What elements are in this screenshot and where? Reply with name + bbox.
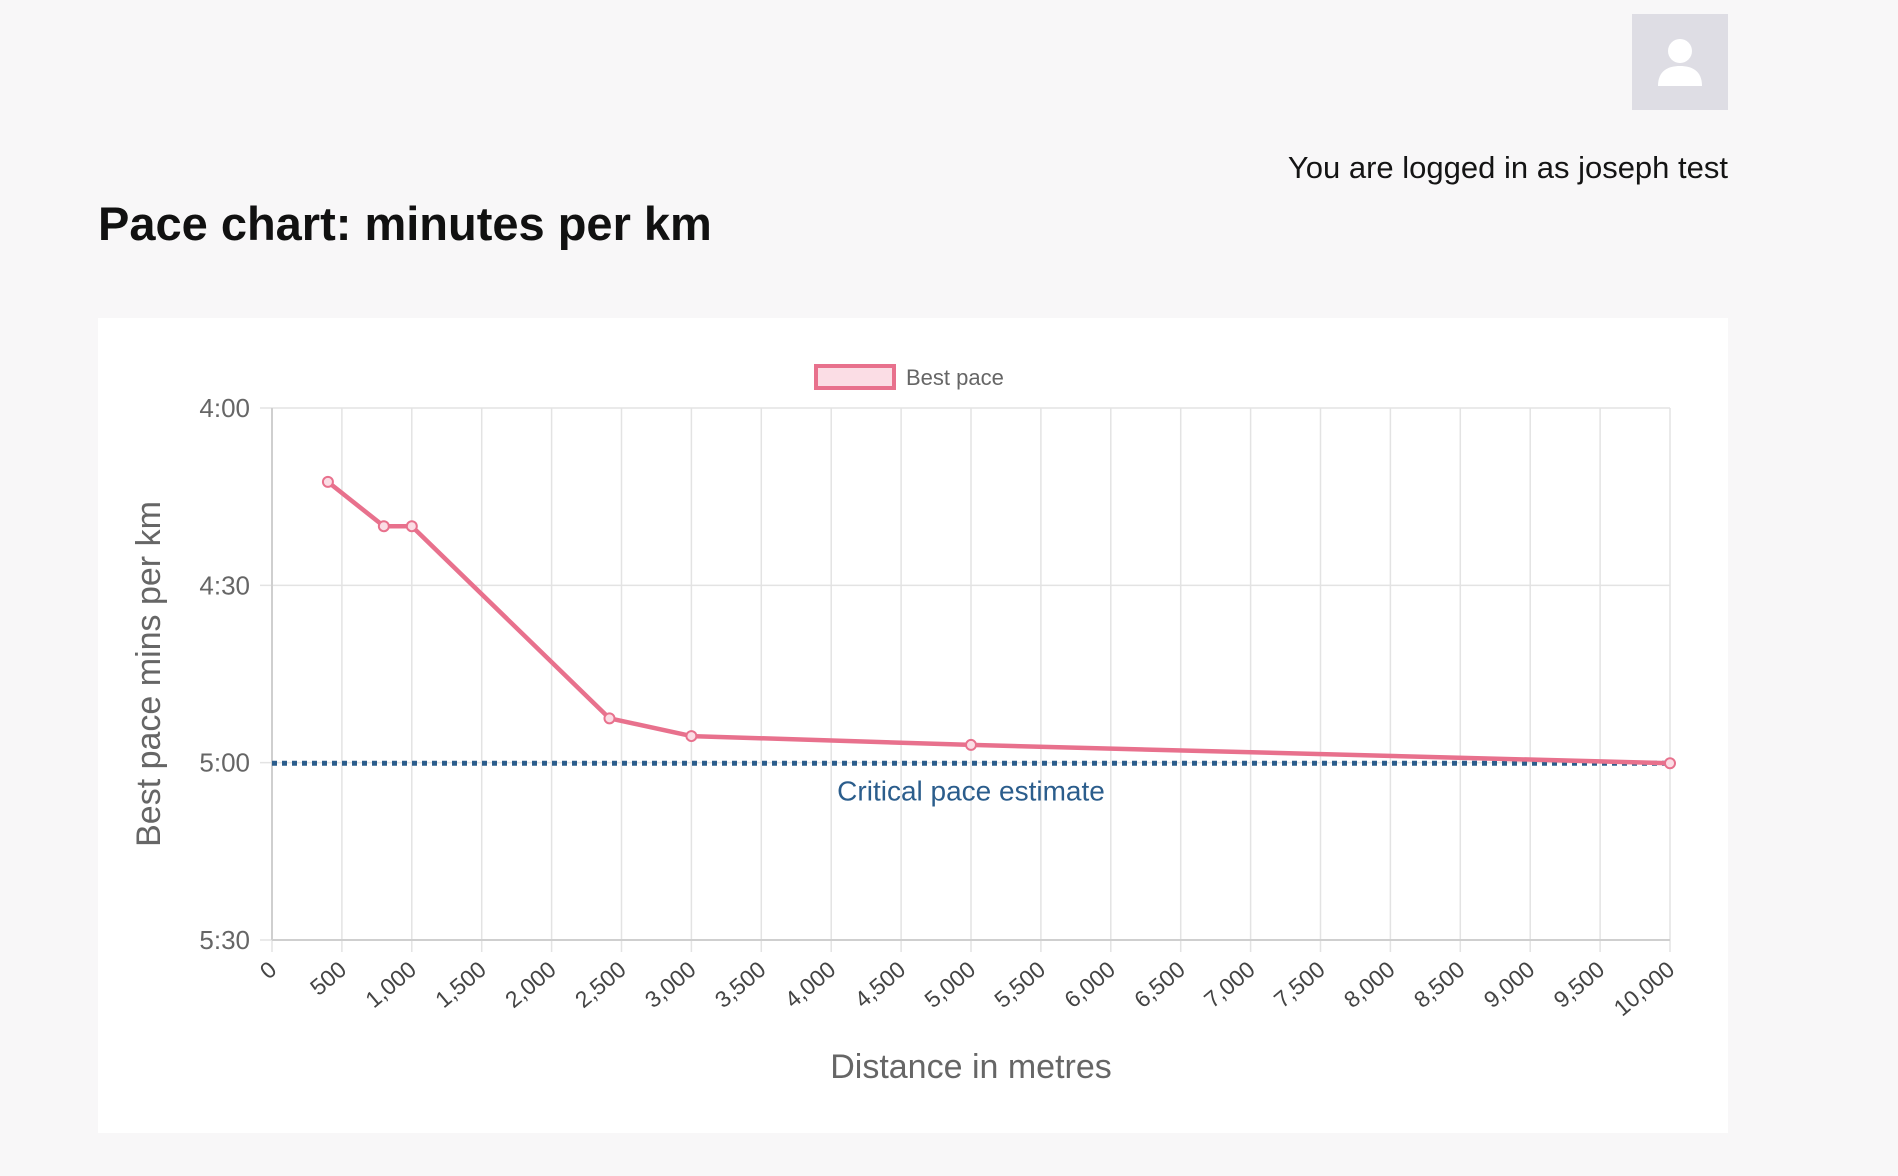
chart-grid — [260, 407, 1671, 952]
x-tick-label: 5,500 — [989, 956, 1050, 1013]
legend[interactable]: Best pace — [814, 364, 1004, 390]
data-point[interactable] — [377, 520, 390, 533]
pace-chart: 4:00 4:30 5:00 5:30 0 500 1,000 1,500 2,000 2,50… — [98, 318, 1728, 1133]
x-axis-title: Distance in metres — [830, 1048, 1112, 1086]
x-tick-label: 8,500 — [1409, 956, 1470, 1013]
critical-pace-label: Critical pace estimate — [837, 775, 1105, 806]
y-axis-title: Best pace mins per km — [130, 501, 168, 847]
x-tick-label: 3,500 — [710, 956, 771, 1013]
data-point[interactable] — [1664, 757, 1676, 770]
x-tick-label: 0 — [255, 956, 282, 984]
x-tick-label: 7,000 — [1199, 956, 1260, 1013]
best-pace-points — [321, 475, 1676, 770]
x-tick-label: 4,500 — [850, 956, 911, 1013]
x-tick-label: 4,000 — [780, 956, 841, 1013]
x-tick-label: 7,500 — [1269, 956, 1330, 1013]
x-tick-label: 2,500 — [570, 956, 631, 1013]
data-point[interactable] — [965, 738, 977, 751]
data-point[interactable] — [685, 730, 698, 743]
avatar[interactable] — [1632, 14, 1728, 110]
x-tick-label: 9,000 — [1479, 956, 1540, 1013]
x-tick-label: 6,500 — [1129, 956, 1190, 1013]
y-axis-ticks: 4:00 4:30 5:00 5:30 — [199, 393, 250, 955]
login-status-text: You are logged in as joseph test — [1287, 150, 1728, 185]
y-tick-label: 5:30 — [199, 925, 250, 955]
x-tick-label: 6,000 — [1059, 956, 1120, 1013]
data-point[interactable] — [321, 475, 334, 488]
x-tick-label: 1,500 — [430, 956, 491, 1013]
page-title: Pace chart: minutes per km — [98, 197, 712, 250]
x-tick-label: 5,000 — [919, 956, 980, 1013]
x-tick-label: 3,000 — [640, 956, 701, 1013]
legend-label: Best pace — [906, 365, 1004, 390]
data-point[interactable] — [603, 712, 616, 725]
x-tick-label: 2,000 — [500, 956, 561, 1013]
data-point[interactable] — [405, 520, 418, 533]
x-tick-label: 1,000 — [360, 956, 421, 1013]
y-tick-label: 4:00 — [199, 393, 250, 423]
x-tick-label: 10,000 — [1609, 956, 1680, 1021]
legend-swatch — [814, 364, 896, 390]
x-tick-label: 9,500 — [1549, 956, 1610, 1013]
x-tick-label: 500 — [305, 956, 351, 1001]
pace-chart-svg: 4:00 4:30 5:00 5:30 0 500 1,000 1,500 2,000 2,50… — [130, 364, 1680, 1086]
best-pace-line — [326, 480, 1671, 766]
user-icon — [1658, 39, 1702, 86]
y-tick-label: 4:30 — [199, 570, 250, 600]
x-axis-ticks: 0 500 1,000 1,500 2,000 2,500 3,000 3,500 4,000 4… — [255, 956, 1680, 1021]
x-tick-label: 8,000 — [1339, 956, 1400, 1013]
y-tick-label: 5:00 — [199, 748, 250, 778]
